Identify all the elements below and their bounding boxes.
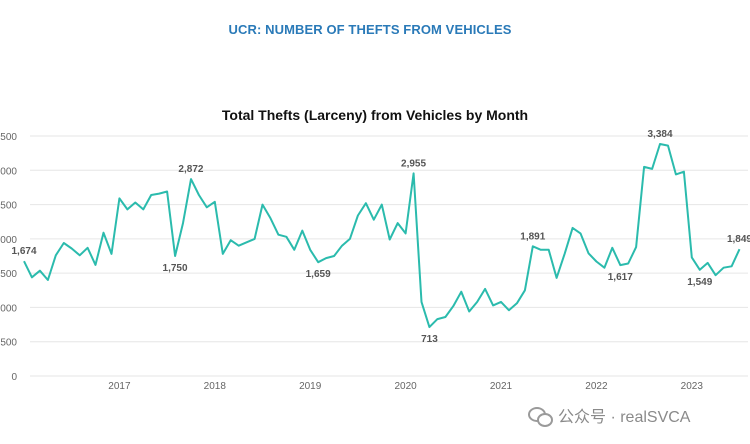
data-label: 1,549 (687, 277, 712, 288)
data-label: 1,750 (163, 263, 188, 274)
series-layer (23, 143, 741, 329)
data-label: 3,384 (647, 129, 672, 140)
data-labels: 1,674 1,750 2,872 1,659 2,955 713 1,891 1,617 3,… (11, 129, 750, 345)
x-tick-label: 2018 (204, 381, 227, 392)
data-label: 1,674 (11, 246, 36, 257)
page-header-title: UCR: NUMBER OF THEFTS FROM VEHICLES (228, 22, 512, 37)
data-label: 1,891 (520, 231, 545, 242)
data-label: 2,872 (178, 164, 203, 175)
y-tick-label: 500 (0, 338, 17, 349)
y-tick-label: 0 (11, 372, 17, 383)
y-tick-label: 3,000 (0, 166, 17, 177)
x-tick-label: 2023 (681, 381, 704, 392)
chart-title: Total Thefts (Larceny) from Vehicles by … (221, 107, 529, 123)
y-axis: 0 500 1,000 1,500 2,000 2,500 3,000 3,500 (0, 132, 17, 383)
gridlines (30, 135, 748, 377)
x-tick-label: 2021 (490, 381, 513, 392)
y-tick-label: 1,000 (0, 303, 17, 314)
y-tick-label: 1,500 (0, 269, 17, 280)
x-tick-label: 2019 (299, 381, 322, 392)
data-label: 2,955 (401, 158, 426, 169)
y-tick-label: 2,000 (0, 235, 17, 246)
x-tick-label: 2020 (394, 381, 417, 392)
y-tick-label: 2,500 (0, 201, 17, 212)
series-line (23, 143, 741, 329)
watermark-text: 公众号 · realSVCA (558, 409, 691, 426)
x-tick-label: 2022 (585, 381, 608, 392)
x-axis: 2017 2018 2019 2020 2021 2022 2023 (108, 381, 703, 392)
data-label: 1,849 (727, 234, 750, 245)
data-label: 1,659 (306, 269, 331, 280)
y-tick-label: 3,500 (0, 132, 17, 143)
x-tick-label: 2017 (108, 381, 131, 392)
data-label: 1,617 (608, 272, 633, 283)
watermark: 公众号 · realSVCA (528, 403, 690, 427)
data-label: 713 (421, 334, 438, 345)
wechat-icon (528, 405, 553, 427)
